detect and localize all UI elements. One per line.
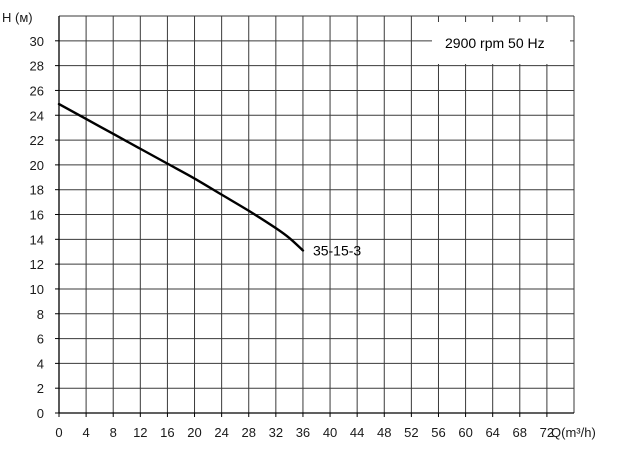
y-tick-label: 30 bbox=[30, 34, 44, 49]
x-tick-label: 12 bbox=[133, 425, 147, 440]
x-tick-label: 36 bbox=[296, 425, 310, 440]
y-tick-label: 14 bbox=[30, 232, 44, 247]
series-line bbox=[57, 102, 305, 252]
grid bbox=[59, 15, 575, 413]
y-tick-label: 22 bbox=[30, 133, 44, 148]
y-tick-label: 8 bbox=[37, 307, 44, 322]
y-tick-label: 16 bbox=[30, 208, 44, 223]
x-tick-label: 8 bbox=[110, 425, 117, 440]
series: 35-15-3 bbox=[57, 102, 361, 258]
x-tick-label: 56 bbox=[431, 425, 445, 440]
y-tick-label: 26 bbox=[30, 83, 44, 98]
series-label: 35-15-3 bbox=[313, 242, 361, 258]
x-axis-label: Q(m³/h) bbox=[551, 425, 596, 440]
y-tick-label: 28 bbox=[30, 59, 44, 74]
x-tick-label: 32 bbox=[269, 425, 283, 440]
x-tick-label: 0 bbox=[55, 425, 62, 440]
x-tick-labels: 0 4 8 12 16 20 24 28 32 36 40 44 48 52 56 60 64 68 72 bbox=[55, 425, 554, 440]
y-tick-label: 4 bbox=[37, 356, 44, 371]
x-tick-label: 64 bbox=[485, 425, 499, 440]
y-tick-label: 12 bbox=[30, 257, 44, 272]
x-tick-label: 44 bbox=[350, 425, 364, 440]
y-tick-label: 24 bbox=[30, 108, 44, 123]
y-tick-label: 18 bbox=[30, 183, 44, 198]
y-tick-label: 20 bbox=[30, 158, 44, 173]
legend-box bbox=[432, 22, 570, 64]
y-tick-label: 10 bbox=[30, 282, 44, 297]
x-tick-label: 40 bbox=[323, 425, 337, 440]
y-tick-label: 6 bbox=[37, 332, 44, 347]
axes bbox=[55, 16, 574, 417]
y-tick-label: 2 bbox=[37, 381, 44, 396]
x-tick-label: 48 bbox=[377, 425, 391, 440]
x-tick-label: 4 bbox=[82, 425, 89, 440]
y-axis-label: H (м) bbox=[2, 10, 33, 25]
x-tick-label: 24 bbox=[214, 425, 228, 440]
x-tick-label: 60 bbox=[458, 425, 472, 440]
legend-text: 2900 rpm 50 Hz bbox=[445, 35, 545, 51]
y-tick-label: 0 bbox=[37, 406, 44, 421]
x-tick-label: 16 bbox=[160, 425, 174, 440]
x-tick-label: 28 bbox=[242, 425, 256, 440]
x-tick-label: 72 bbox=[540, 425, 554, 440]
x-tick-label: 20 bbox=[187, 425, 201, 440]
x-tick-label: 52 bbox=[404, 425, 418, 440]
x-tick-label: 68 bbox=[513, 425, 527, 440]
